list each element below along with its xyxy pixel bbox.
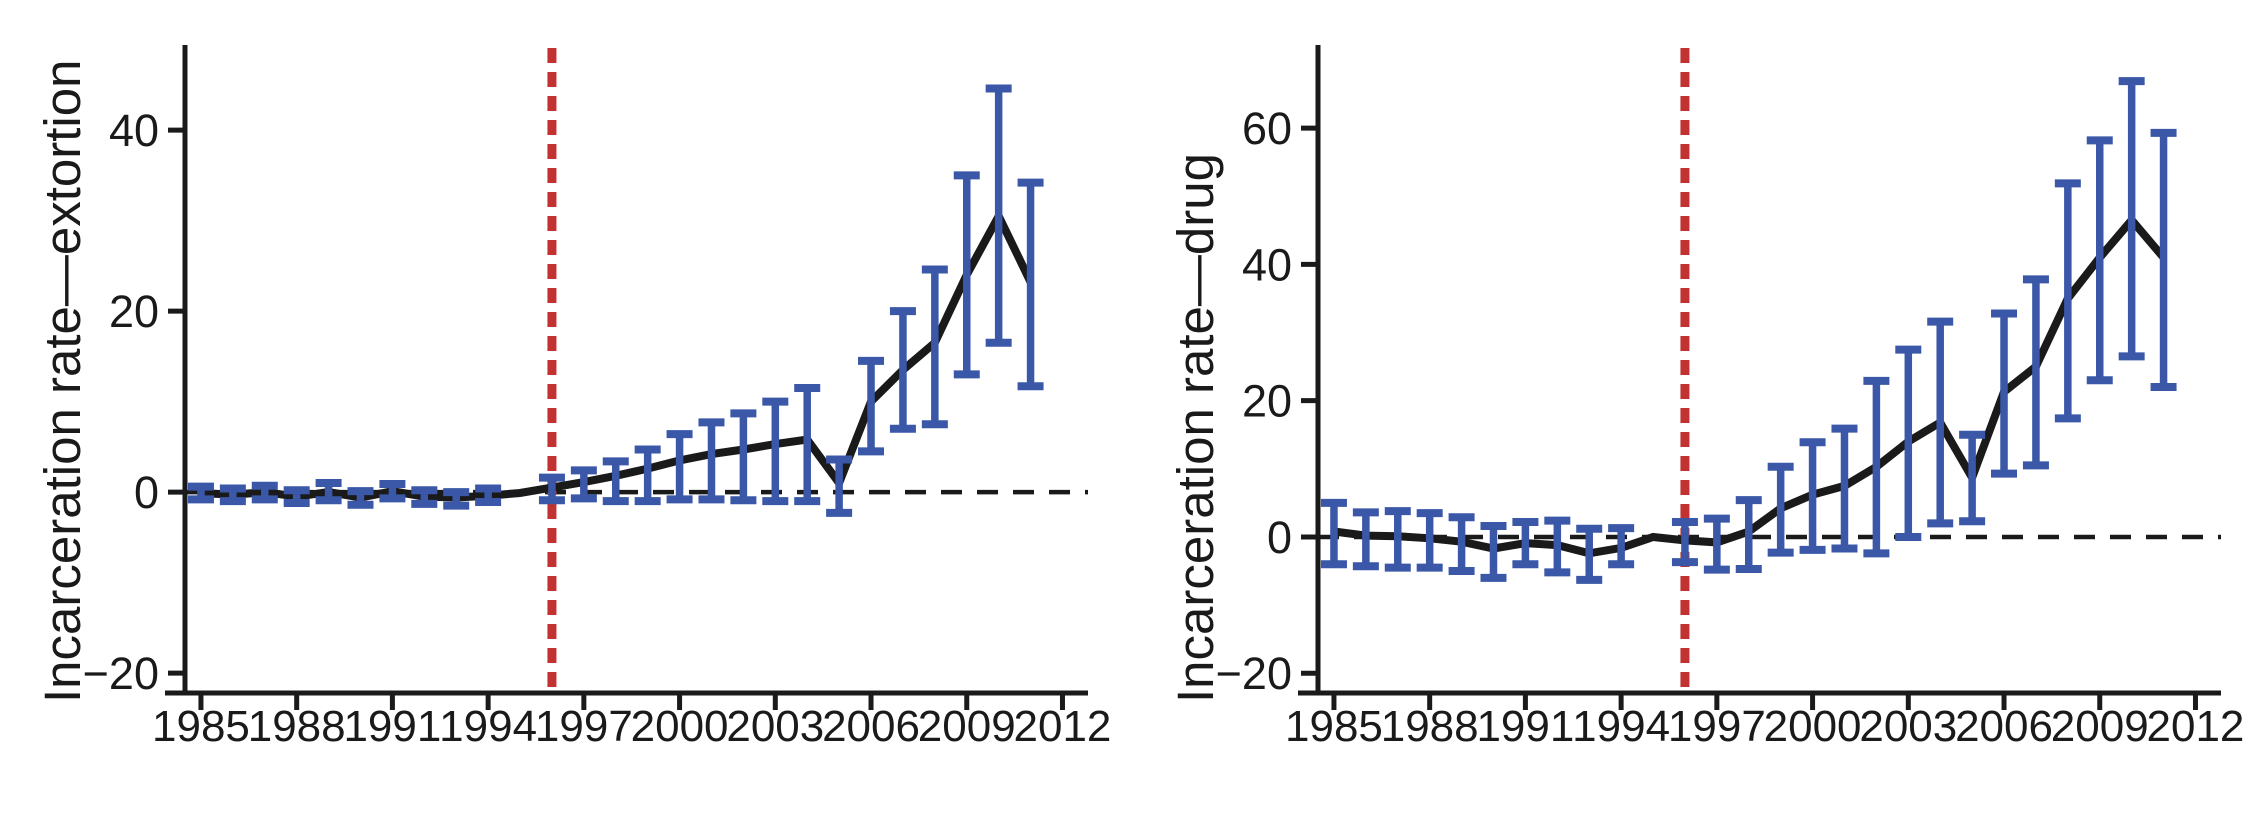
y-tick-label: −20 (83, 648, 159, 699)
y-tick-label: 20 (1242, 376, 1292, 427)
x-tick-label: 2000 (631, 702, 729, 751)
chart-panel-extortion: −20 0 20 40 19851988199119941997200020032006… (34, 45, 1111, 751)
y-tick-labels: −20 0 20 40 (83, 105, 159, 699)
x-tick-label: 2012 (2147, 702, 2245, 751)
x-tick-label: 1994 (439, 702, 537, 751)
x-tick-label: 1988 (1381, 702, 1479, 751)
y-tick-label: 0 (1267, 512, 1292, 563)
x-tick-label: 2006 (822, 702, 920, 751)
y-tick-label: 40 (109, 105, 159, 156)
axes (165, 45, 1088, 710)
x-tick-label: 1997 (1668, 702, 1766, 751)
x-tick-label: 2009 (2051, 702, 2149, 751)
x-tick-label: 2012 (1014, 702, 1112, 751)
x-tick-label: 1991 (343, 702, 441, 751)
axes (1298, 45, 2221, 710)
x-tick-label: 1985 (152, 702, 250, 751)
x-tick-label: 1994 (1572, 702, 1670, 751)
x-tick-label: 2003 (1859, 702, 1957, 751)
x-tick-label: 2000 (1764, 702, 1862, 751)
confidence-interval-bars (187, 84, 1044, 517)
x-tick-label: 2006 (1955, 702, 2053, 751)
y-tick-label: 40 (1242, 239, 1292, 290)
y-tick-label: −20 (1216, 648, 1292, 699)
x-tick-label: 1985 (1285, 702, 1383, 751)
confidence-interval-bars (1320, 77, 2177, 584)
y-tick-label: 60 (1242, 103, 1292, 154)
y-tick-label: 20 (109, 286, 159, 337)
x-tick-label: 1991 (1476, 702, 1574, 751)
y-tick-label: 0 (134, 467, 159, 518)
x-tick-label: 2009 (918, 702, 1016, 751)
chart-panel-drug: −200204060198519881991199419972000200320… (1167, 45, 2244, 751)
y-tick-labels: −20 0 20 40 60 (1216, 103, 1292, 699)
y-axis-title: Incarceration rate—drug (1167, 153, 1224, 703)
x-tick-label: 2003 (726, 702, 824, 751)
x-tick-label: 1988 (248, 702, 346, 751)
y-axis-title: Incarceration rate—extortion (34, 60, 91, 703)
x-tick-label: 1997 (535, 702, 633, 751)
